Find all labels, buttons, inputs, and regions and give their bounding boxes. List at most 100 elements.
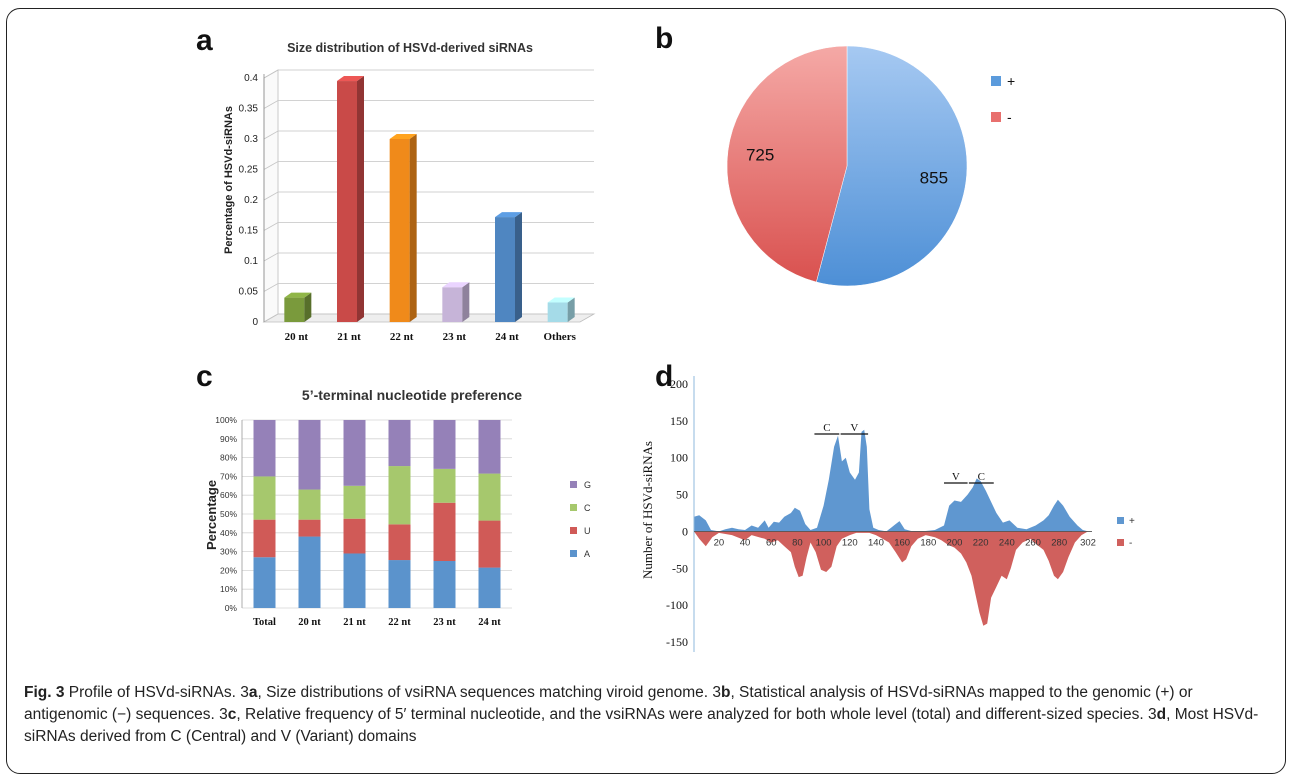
caption-segment: , Statistical analysis of HSVd-siRNAs ma…	[24, 684, 1193, 723]
panel-a-bar-top	[442, 282, 470, 288]
panel-a-bar	[442, 282, 470, 322]
panel-c-bar-c	[343, 485, 366, 519]
panel-c-bar-g	[433, 420, 456, 469]
panel-d-ytick: -150	[666, 635, 688, 649]
panel-a-ytick: 0.35	[239, 104, 259, 115]
panel-d-xticks: 20 40 60 80 100 120 140 160 180 200 220 240 260 280 30…	[714, 537, 1096, 548]
panel-c-bar-u	[298, 519, 321, 537]
panel-a-gridline	[263, 191, 594, 201]
panel-c-xtick: 20 nt	[298, 617, 321, 628]
panel-d-legend-label: -	[1129, 538, 1132, 549]
panel-c-bars	[253, 420, 501, 608]
panel-c-grid	[241, 419, 512, 609]
panel-d-letter: d	[655, 360, 673, 393]
panel-a-bar-front	[547, 302, 568, 322]
panel-a-gridline	[263, 161, 594, 170]
panel-a-bar-side	[515, 212, 522, 322]
panel-a-bar-side	[357, 76, 364, 322]
panel-c-legend-swatch	[570, 481, 577, 488]
panel-a-bar-front	[284, 297, 305, 322]
panel-a-gridline	[263, 222, 594, 231]
panel-d-xtick: 100	[816, 537, 832, 548]
panel-d: d Number of HSVd-siRNAs 200 150 100 50 0 -50 -…	[640, 360, 1135, 652]
figure-frame	[6, 8, 1286, 774]
panel-c-letter: c	[196, 360, 213, 393]
panel-d-xtick: 220	[973, 537, 989, 548]
panel-b-slice-label: 855	[920, 168, 948, 187]
panel-b-legend: +-	[991, 73, 1015, 125]
panel-a-letter: a	[196, 24, 213, 57]
panel-c-bar-u	[388, 524, 411, 561]
panel-d-xtick: 302	[1080, 537, 1096, 548]
panel-a-gridline	[263, 283, 594, 292]
panel-a-ytick: 0.15	[239, 226, 259, 237]
panel-a-xtick: 24 nt	[495, 331, 519, 343]
panel-d-domain-label: V	[850, 422, 858, 434]
panel-c-legend-label: U	[584, 526, 591, 536]
panel-d-xtick: 160	[894, 537, 910, 548]
panel-c-legend-swatch	[570, 504, 577, 511]
panel-d-xtick: 140	[868, 537, 884, 548]
caption-segment: a	[248, 684, 258, 701]
panel-a-bar	[389, 134, 417, 322]
panel-c-ytick: 20%	[220, 565, 237, 575]
panel-a-bar-side	[409, 134, 417, 322]
caption-segment: b	[720, 684, 731, 701]
panel-d-xtick: 40	[740, 537, 751, 548]
panel-d-yticks: 200 150 100 50 0 -50 -100 -150	[666, 377, 688, 649]
panel-d-annotations: C V V C	[814, 422, 994, 484]
panel-a-bars	[284, 76, 575, 322]
panel-a-xticks: 20 nt 21 nt 22 nt 23 nt 24 nt Others	[285, 331, 577, 343]
panel-d-legend-swatch	[1117, 517, 1124, 524]
panel-d-areas	[694, 429, 1088, 626]
panel-d-xtick: 200	[947, 537, 963, 548]
panel-c-title: 5’-terminal nucleotide preference	[302, 387, 522, 403]
panel-c-xtick: 23 nt	[433, 617, 456, 628]
panel-a-bar-top	[337, 76, 364, 82]
panel-a-bar-top	[284, 292, 312, 298]
panel-d-xtick: 240	[999, 537, 1015, 548]
panel-c-legend-swatch	[570, 550, 577, 557]
caption-body: Profile of HSVd-siRNAs. 3a, Size distrib…	[24, 684, 1258, 745]
panel-a-gridline	[263, 100, 594, 109]
panel-b-slices: 855 725	[726, 45, 968, 287]
panel-a-ytick: 0.2	[244, 195, 258, 206]
panel-c-bar-a	[433, 561, 456, 608]
panel-d-xtick: 80	[792, 537, 803, 548]
panel-c-bar-c	[253, 476, 276, 520]
panel-a-bar-top	[389, 134, 417, 139]
panel-d-xtick: 120	[842, 537, 858, 548]
caption-segment: , Relative frequency of 5′ terminal nucl…	[236, 706, 1157, 723]
panel-c-ytick: 10%	[220, 584, 237, 594]
panel-a-floor	[262, 313, 596, 323]
panel-a-bar-front	[495, 217, 515, 322]
panel-c-xtick: 24 nt	[478, 617, 501, 628]
panel-c-ytick: 0%	[225, 603, 238, 613]
panel-d-ytick: 50	[676, 488, 688, 502]
panel-a: a Size distribution of HSVd-derived siRN…	[196, 24, 596, 343]
panel-a-bar-front	[442, 287, 463, 322]
panel-c-ytick: 40%	[220, 528, 237, 538]
caption-segment: d	[1156, 706, 1167, 723]
panel-d-ytick: 200	[670, 377, 688, 391]
panel-b-legend-swatch	[991, 112, 1001, 122]
panel-c-ylabel: Percentage	[204, 480, 219, 550]
panel-c-xtick: Total	[253, 617, 276, 628]
panel-d-xtick: 180	[920, 537, 936, 548]
caption-segment: , Size distributions of vsiRNA sequences…	[257, 684, 721, 701]
panel-c-bar-a	[298, 536, 321, 608]
panel-c-bar-g	[298, 420, 321, 490]
panel-a-xtick: 22 nt	[390, 331, 414, 343]
figure-canvas: a Size distribution of HSVd-derived siRN…	[196, 22, 1135, 652]
panel-a-grid	[262, 69, 596, 323]
panel-d-area-plus	[694, 429, 1088, 532]
panel-b-legend-swatch	[991, 76, 1001, 86]
panel-d-ytick: 100	[670, 451, 688, 465]
panel-b-slice	[816, 45, 968, 287]
panel-b-legend-label: +	[1007, 73, 1015, 89]
panel-a-bar-top	[547, 297, 575, 303]
panel-b-slice	[726, 45, 848, 283]
panel-a-bar	[495, 212, 522, 322]
panel-c-ytick: 70%	[220, 471, 237, 481]
